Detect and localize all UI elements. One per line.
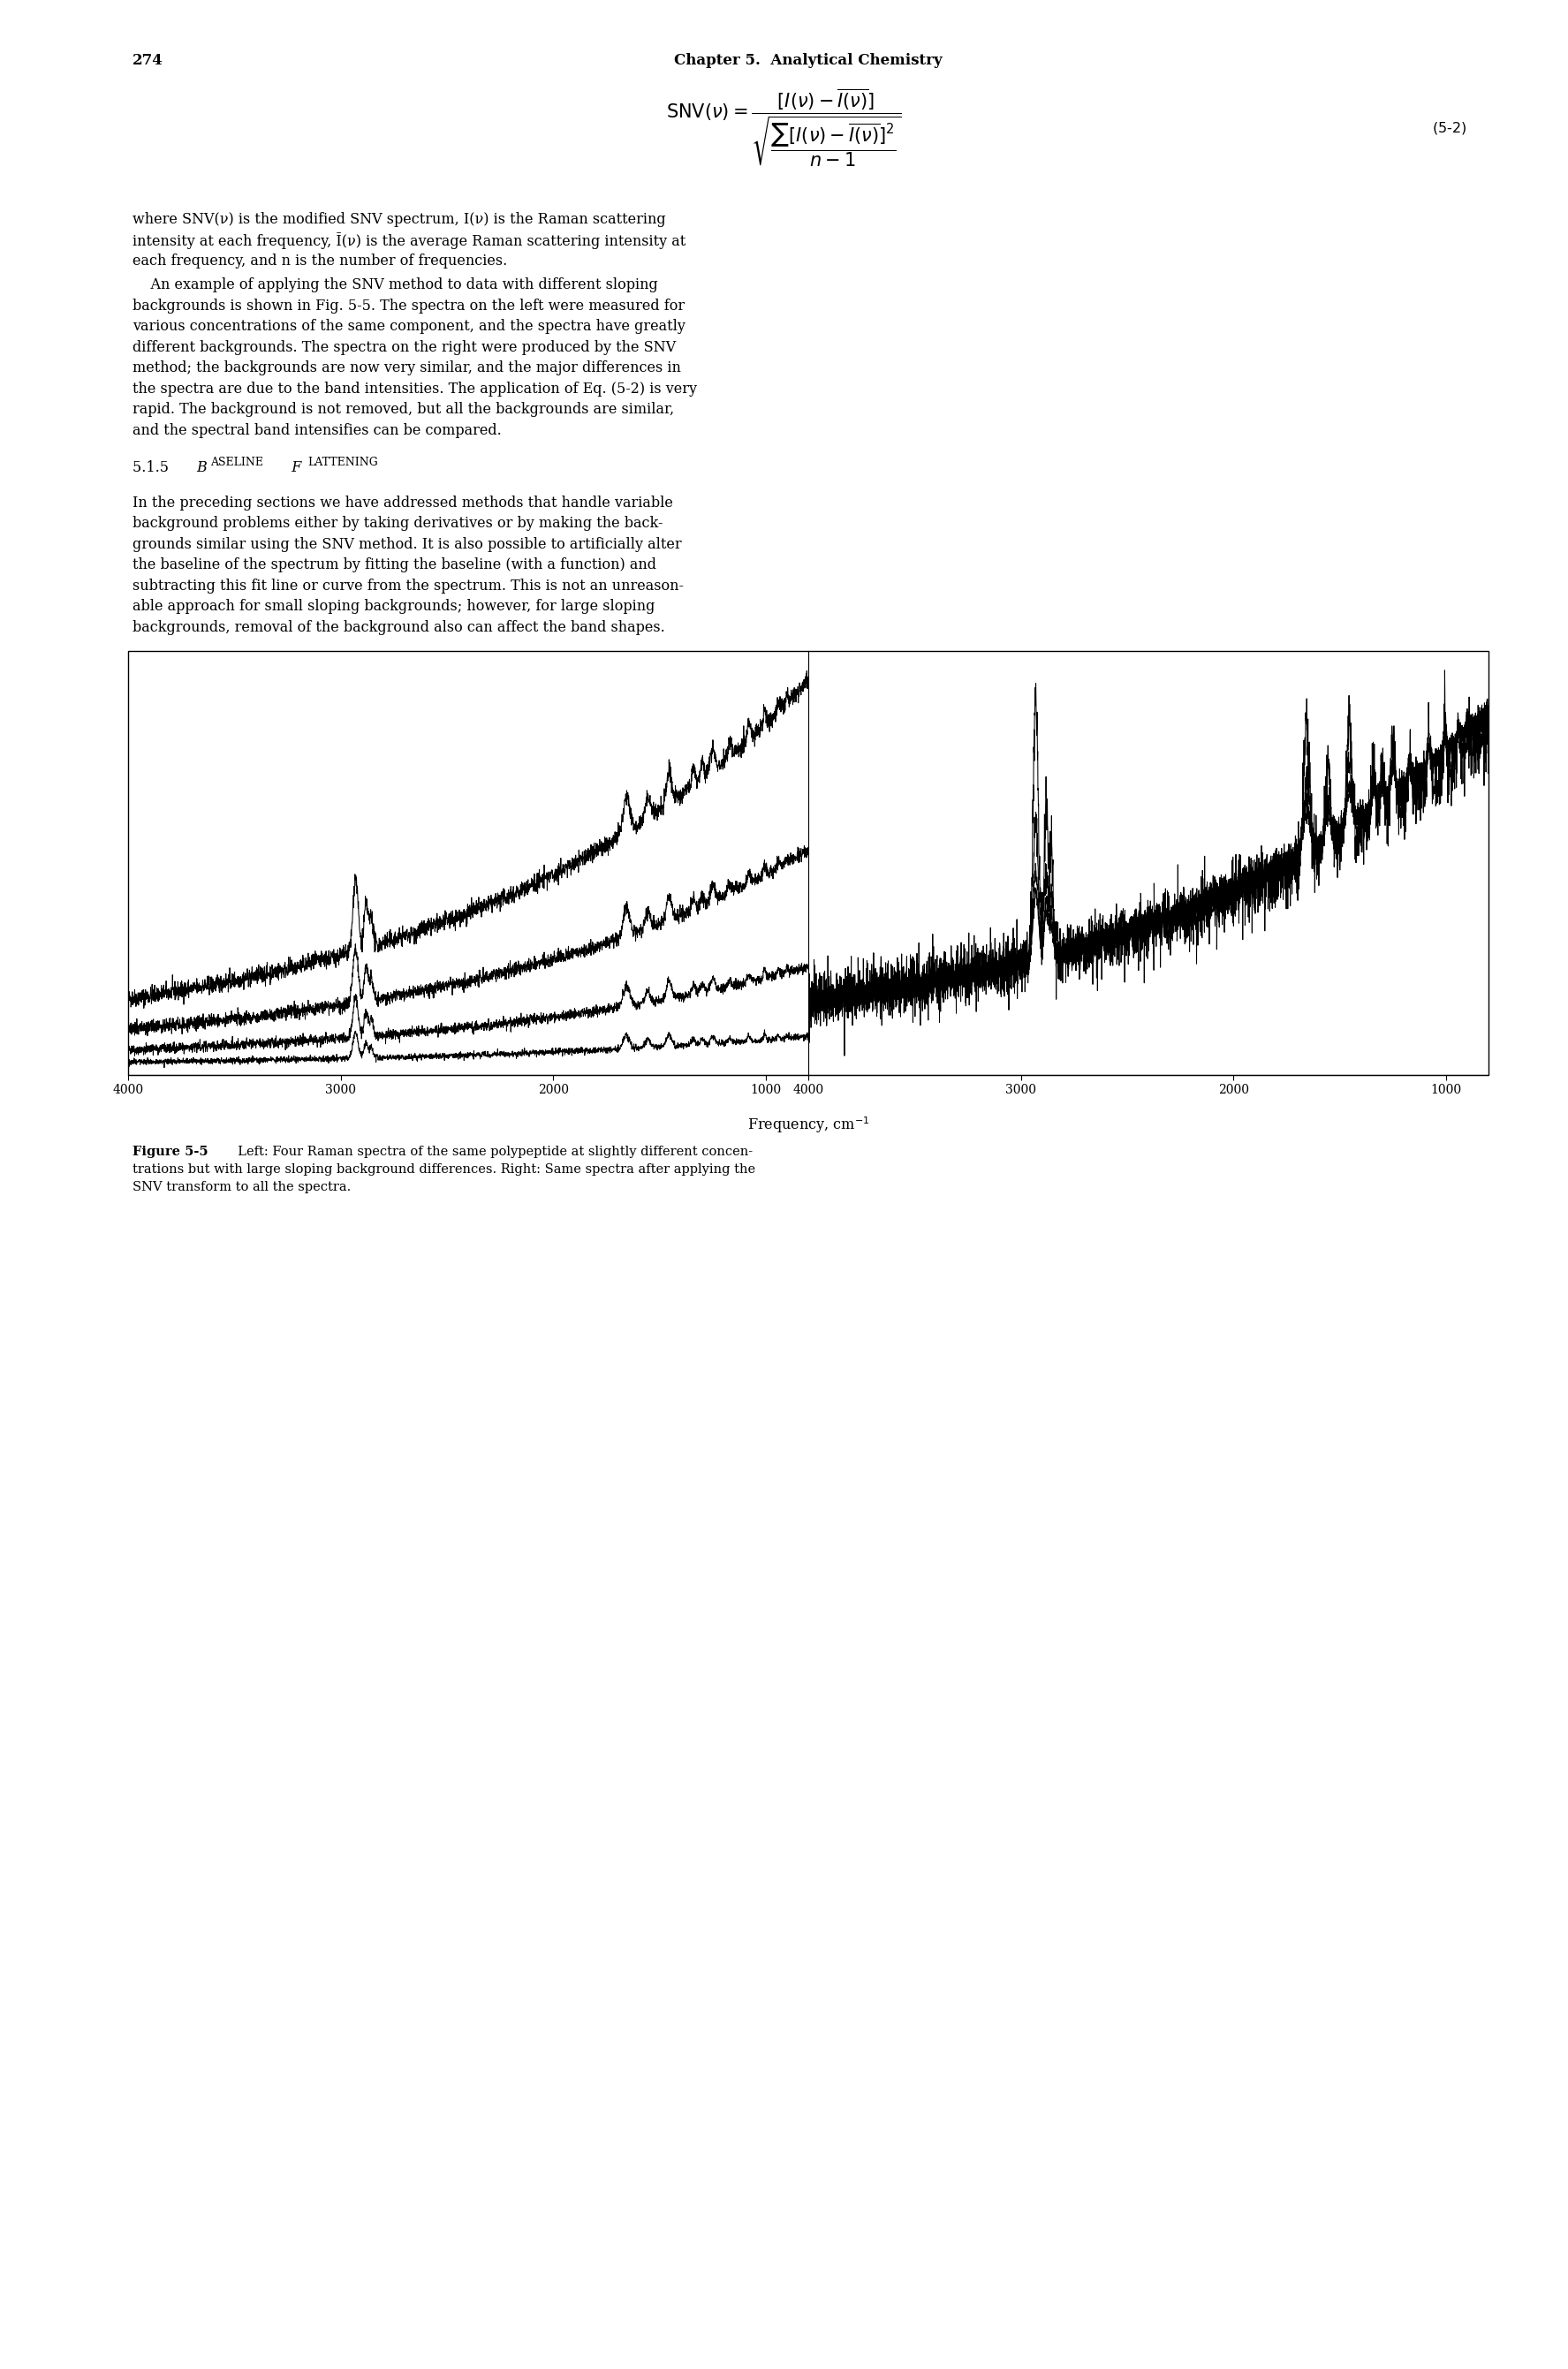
Text: trations but with large sloping background differences. Right: Same spectra afte: trations but with large sloping backgrou… xyxy=(133,1163,756,1175)
Text: Chapter 5.  Analytical Chemistry: Chapter 5. Analytical Chemistry xyxy=(674,52,942,69)
Text: backgrounds, removal of the background also can affect the band shapes.: backgrounds, removal of the background a… xyxy=(133,621,665,635)
Text: where SNV(ν) is the modified SNV spectrum, I(ν) is the Raman scattering: where SNV(ν) is the modified SNV spectru… xyxy=(133,211,666,227)
Text: method; the backgrounds are now very similar, and the major differences in: method; the backgrounds are now very sim… xyxy=(133,360,681,374)
Text: Frequency, cm$^{-1}$: Frequency, cm$^{-1}$ xyxy=(748,1116,869,1135)
Text: $\mathrm{SNV}(\nu) = \dfrac{[I(\nu) - \overline{I(\nu)}]}{\sqrt{\dfrac{\sum[I(\n: $\mathrm{SNV}(\nu) = \dfrac{[I(\nu) - \o… xyxy=(666,88,902,168)
Text: Figure 5-5: Figure 5-5 xyxy=(133,1147,209,1158)
Text: F: F xyxy=(282,460,301,476)
Text: each frequency, and n is the number of frequencies.: each frequency, and n is the number of f… xyxy=(133,253,508,268)
Text: background problems either by taking derivatives or by making the back-: background problems either by taking der… xyxy=(133,516,663,531)
Text: intensity at each frequency, Ī(ν) is the average Raman scattering intensity at: intensity at each frequency, Ī(ν) is the… xyxy=(133,232,685,249)
Text: B: B xyxy=(196,460,207,476)
Text: and the spectral band intensifies can be compared.: and the spectral band intensifies can be… xyxy=(133,422,502,438)
Text: In the preceding sections we have addressed methods that handle variable: In the preceding sections we have addres… xyxy=(133,495,673,509)
Bar xyxy=(129,651,1488,1076)
Text: ASELINE: ASELINE xyxy=(210,457,263,469)
Text: the baseline of the spectrum by fitting the baseline (with a function) and: the baseline of the spectrum by fitting … xyxy=(133,557,657,573)
Text: grounds similar using the SNV method. It is also possible to artificially alter: grounds similar using the SNV method. It… xyxy=(133,538,682,552)
Text: 274: 274 xyxy=(133,52,163,69)
Text: the spectra are due to the band intensities. The application of Eq. (5-2) is ver: the spectra are due to the band intensit… xyxy=(133,381,698,396)
Text: rapid. The background is not removed, but all the backgrounds are similar,: rapid. The background is not removed, bu… xyxy=(133,403,674,417)
Text: different backgrounds. The spectra on the right were produced by the SNV: different backgrounds. The spectra on th… xyxy=(133,339,676,355)
Text: backgrounds is shown in Fig. 5-5. The spectra on the left were measured for: backgrounds is shown in Fig. 5-5. The sp… xyxy=(133,298,685,313)
Text: Left: Four Raman spectra of the same polypeptide at slightly different concen-: Left: Four Raman spectra of the same pol… xyxy=(229,1147,753,1158)
Text: An example of applying the SNV method to data with different sloping: An example of applying the SNV method to… xyxy=(133,277,659,291)
Text: SNV transform to all the spectra.: SNV transform to all the spectra. xyxy=(133,1182,351,1194)
Text: 5.1.5: 5.1.5 xyxy=(133,460,177,476)
Text: subtracting this fit line or curve from the spectrum. This is not an unreason-: subtracting this fit line or curve from … xyxy=(133,578,684,592)
Text: LATTENING: LATTENING xyxy=(307,457,378,469)
Text: able approach for small sloping backgrounds; however, for large sloping: able approach for small sloping backgrou… xyxy=(133,599,655,614)
Text: various concentrations of the same component, and the spectra have greatly: various concentrations of the same compo… xyxy=(133,320,685,334)
Text: $(5\text{-}2)$: $(5\text{-}2)$ xyxy=(1432,121,1466,135)
